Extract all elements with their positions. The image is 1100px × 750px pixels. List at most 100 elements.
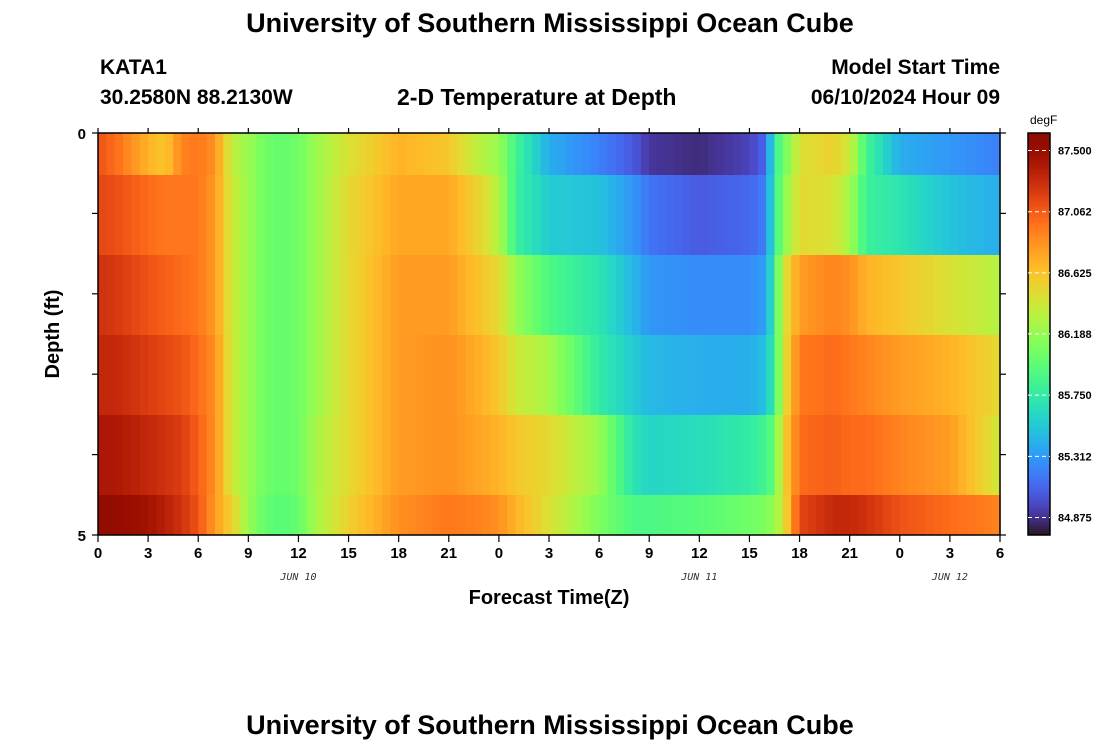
station-coordinates: 30.2580N 88.2130W xyxy=(100,86,293,109)
heatmap-cell xyxy=(139,255,149,335)
heatmap-cell xyxy=(415,415,425,495)
heatmap-cell xyxy=(832,335,842,415)
heatmap-cell xyxy=(974,175,984,255)
heatmap-cell xyxy=(231,133,241,175)
x-tick-label: 3 xyxy=(545,545,553,562)
heatmap-cell xyxy=(131,175,141,255)
heatmap-cell xyxy=(991,335,1001,415)
colorbar-segment xyxy=(1028,443,1050,446)
colorbar-segment xyxy=(1028,343,1050,346)
colorbar-segment xyxy=(1028,185,1050,188)
heatmap-cell xyxy=(164,133,174,175)
x-tick-label: 3 xyxy=(946,545,954,562)
heatmap-cell xyxy=(273,175,283,255)
colorbar-segment xyxy=(1028,423,1050,426)
heatmap-cell xyxy=(373,335,383,415)
heatmap-cell xyxy=(164,335,174,415)
heatmap-cell xyxy=(816,415,826,495)
colorbar-segment xyxy=(1028,321,1050,324)
heatmap-cell xyxy=(448,335,458,415)
heatmap-cell xyxy=(891,175,901,255)
heatmap-cell xyxy=(248,495,258,535)
heatmap-cell xyxy=(590,495,600,535)
heatmap-cell xyxy=(256,415,266,495)
colorbar-segment xyxy=(1028,509,1050,512)
heatmap-cell xyxy=(381,175,391,255)
heatmap-cell xyxy=(148,415,158,495)
colorbar-tick-label: 85.750 xyxy=(1058,390,1092,402)
colorbar-segment xyxy=(1028,173,1050,176)
heatmap-cell xyxy=(331,133,341,175)
heatmap-cell xyxy=(131,335,141,415)
colorbar-segment xyxy=(1028,377,1050,380)
heatmap-cell xyxy=(323,415,333,495)
colorbar-segment xyxy=(1028,431,1050,434)
heatmap-cell xyxy=(482,133,492,175)
heatmap-cell xyxy=(532,133,542,175)
heatmap-cell xyxy=(649,133,659,175)
heatmap-cell xyxy=(540,255,550,335)
heatmap-cell xyxy=(665,495,675,535)
colorbar-segment xyxy=(1028,461,1050,464)
heatmap-cell xyxy=(315,495,325,535)
heatmap-cell xyxy=(682,133,692,175)
heatmap-cell xyxy=(649,175,659,255)
colorbar-segment xyxy=(1028,487,1050,490)
heatmap-cell xyxy=(331,255,341,335)
heatmap-cell xyxy=(365,133,375,175)
x-tick-label: 9 xyxy=(645,545,653,562)
colorbar-segment xyxy=(1028,489,1050,492)
heatmap-cell xyxy=(106,133,116,175)
heatmap-cell xyxy=(941,255,951,335)
heatmap-cell xyxy=(490,255,500,335)
heatmap-cell xyxy=(807,133,817,175)
heatmap-cell xyxy=(707,415,717,495)
heatmap-cell xyxy=(883,255,893,335)
heatmap-cell xyxy=(231,415,241,495)
heatmap-cell xyxy=(724,133,734,175)
heatmap-cell xyxy=(791,255,801,335)
heatmap-cell xyxy=(807,175,817,255)
heatmap-cell xyxy=(966,255,976,335)
heatmap-cell xyxy=(799,255,809,335)
heatmap-cell xyxy=(565,495,575,535)
heatmap-cell xyxy=(933,175,943,255)
heatmap-cell xyxy=(423,415,433,495)
heatmap-cell xyxy=(331,495,341,535)
heatmap-cell xyxy=(340,133,350,175)
heatmap-cell xyxy=(306,175,316,255)
colorbar-segment xyxy=(1028,319,1050,322)
heatmap-cell xyxy=(473,495,483,535)
heatmap-cell xyxy=(440,175,450,255)
colorbar-segment xyxy=(1028,471,1050,474)
heatmap-cell xyxy=(523,133,533,175)
heatmap-cell xyxy=(816,175,826,255)
heatmap-cell xyxy=(131,415,141,495)
heatmap-cell xyxy=(983,495,993,535)
heatmap-cell xyxy=(482,415,492,495)
colorbar-segment xyxy=(1028,191,1050,194)
colorbar-segment xyxy=(1028,141,1050,144)
heatmap-cell xyxy=(482,175,492,255)
heatmap-cell xyxy=(206,415,216,495)
x-tick-label: 15 xyxy=(340,545,357,562)
heatmap-cell xyxy=(356,335,366,415)
heatmap-cell xyxy=(98,335,107,415)
colorbar-segment xyxy=(1028,255,1050,258)
date-label: JUN 10 xyxy=(279,572,316,583)
colorbar-segment xyxy=(1028,407,1050,410)
colorbar-segment xyxy=(1028,269,1050,272)
heatmap-cell xyxy=(365,415,375,495)
heatmap-cell xyxy=(958,255,968,335)
heatmap-cell xyxy=(599,255,609,335)
heatmap-cell xyxy=(766,495,776,535)
heatmap-cell xyxy=(298,255,308,335)
colorbar-segment xyxy=(1028,211,1050,214)
heatmap-cell xyxy=(114,255,124,335)
heatmap-cell xyxy=(949,133,959,175)
heatmap-cell xyxy=(849,133,859,175)
heatmap-cell xyxy=(615,335,625,415)
colorbar-segment xyxy=(1028,475,1050,478)
heatmap-cell xyxy=(749,495,759,535)
heatmap-cell xyxy=(858,133,867,175)
